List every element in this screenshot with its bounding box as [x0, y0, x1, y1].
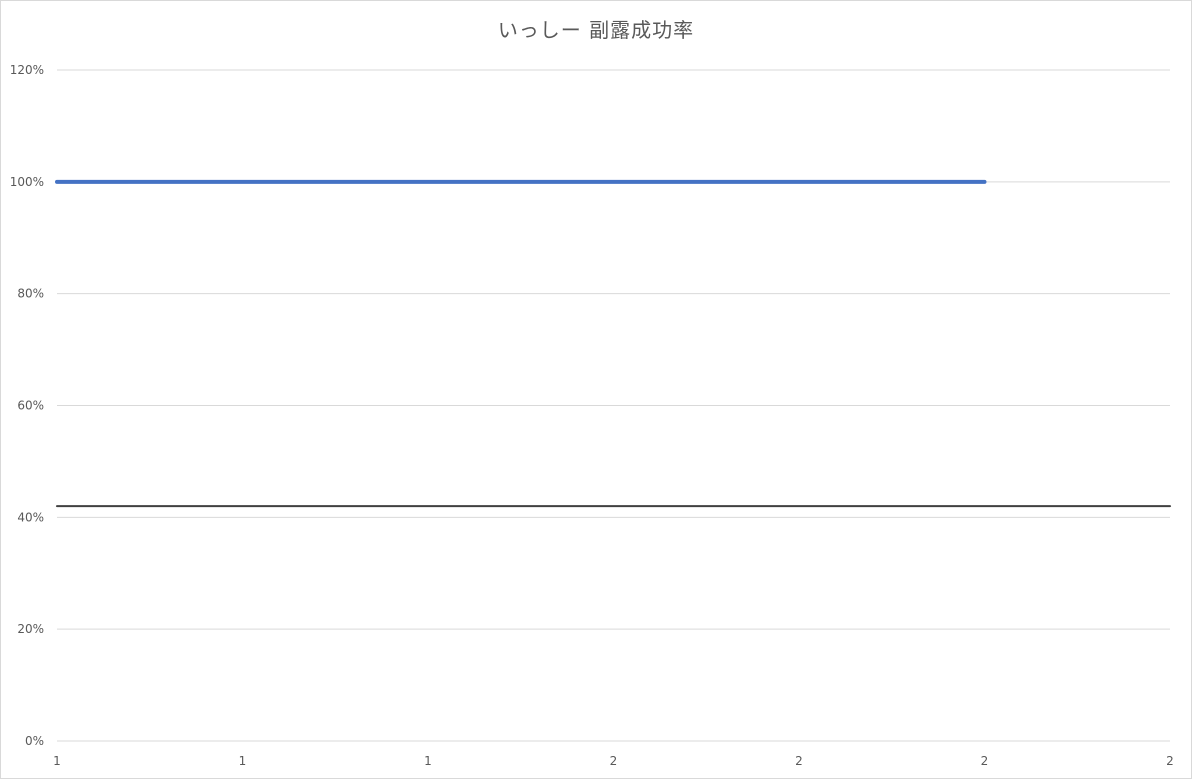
y-tick-label: 40% [17, 510, 44, 524]
y-tick-label: 0% [25, 734, 44, 748]
y-tick-label: 100% [10, 175, 44, 189]
y-tick-label: 60% [17, 399, 44, 413]
x-tick-label: 2 [795, 754, 803, 768]
y-tick-label: 120% [10, 63, 44, 77]
x-tick-label: 1 [53, 754, 61, 768]
chart-title: いっしー 副露成功率 [497, 18, 695, 42]
x-tick-label: 1 [424, 754, 432, 768]
y-tick-label: 80% [17, 287, 44, 301]
x-tick-label: 2 [1166, 754, 1174, 768]
x-tick-label: 2 [981, 754, 989, 768]
x-tick-label: 1 [239, 754, 247, 768]
x-tick-label: 2 [610, 754, 618, 768]
y-tick-label: 20% [17, 622, 44, 636]
